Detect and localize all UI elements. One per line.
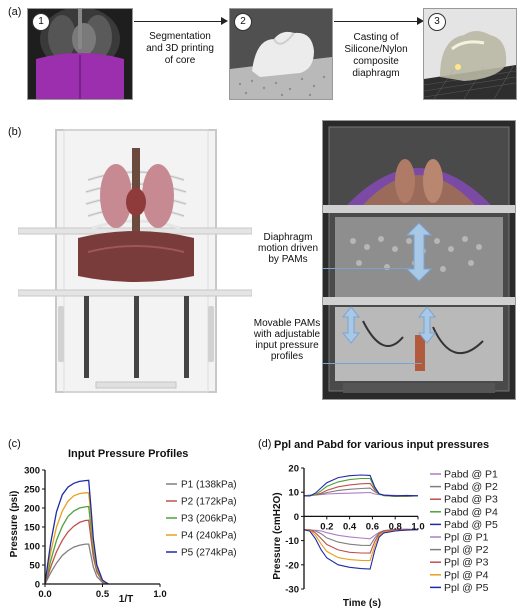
chart-d-ytick-label: -20 <box>285 560 299 571</box>
chart-d-legend-label: Pabd @ P5 <box>444 519 498 531</box>
arrow-2-head <box>417 17 424 25</box>
annotation-diaphragm-motion: Diaphragm motion driven by PAMs <box>257 232 319 265</box>
arrow-1-head <box>221 17 228 25</box>
chart-d-ytick-label: -10 <box>285 536 299 547</box>
chart-c-xtick-label: 0.5 <box>96 589 110 600</box>
chart-c-legend-label: P4 (240kPa) <box>181 531 237 542</box>
chart-c-ytick-label: 50 <box>29 561 40 572</box>
chart-c-legend-label: P2 (172kPa) <box>181 497 237 508</box>
chart-d-series-line-5 <box>303 474 419 497</box>
step-2-badge: 2 <box>234 13 252 31</box>
chart-c-ytick-label: 300 <box>24 466 40 477</box>
chart-c-ytick-label: 200 <box>24 504 40 515</box>
chart-c-xtick-label: 0.0 <box>38 589 51 600</box>
chart-c-series-line-1 <box>44 543 109 585</box>
chart-d-xtick-label: 0.4 <box>343 521 357 532</box>
chart-d-xtick-label: 0.6 <box>366 521 379 532</box>
chart-d-series-line-7 <box>304 528 419 546</box>
chart-d-series-line-10 <box>303 529 419 570</box>
chart-d-legend-label: Pabd @ P1 <box>444 469 498 481</box>
chart-input-pressure-profiles: 0 50 100 150 200 250 300 0.0 0.5 1.0 Pressure (ps… <box>9 466 237 606</box>
simulator-photo <box>322 120 516 400</box>
panel-d-label: (d) <box>258 438 272 450</box>
chart-c-series-line-5 <box>44 479 109 585</box>
chart-c-ytick-label: 100 <box>24 542 40 553</box>
chart-c-ylabel: Pressure (psi) <box>9 491 20 558</box>
annotation-1-leader <box>322 268 410 269</box>
annotation-movable-pams: Movable PAMs with adjustable input press… <box>253 318 321 362</box>
annotation-2-leader <box>322 363 422 364</box>
chart-c-legend-label: P3 (206kPa) <box>181 514 237 525</box>
chart-c-legend-label: P1 (138kPa) <box>181 480 237 491</box>
chart-d-legend-label: Ppl @ P2 <box>444 544 489 556</box>
chart-c-xtick-label: 1.0 <box>153 589 166 600</box>
chart-c-legend-label: P5 (274kPa) <box>181 548 237 559</box>
chart-d-legend-label: Ppl @ P3 <box>444 557 489 569</box>
arrow-2-caption: Casting of Silicone/Nylon composite diap… <box>344 32 408 79</box>
chart-d-legend-label: Ppl @ P5 <box>444 582 489 594</box>
step-3-badge: 3 <box>428 13 446 31</box>
chart-c-ytick-label: 250 <box>24 485 40 496</box>
chart-d-title: Ppl and Pabd for various input pressures <box>274 439 490 451</box>
chart-d-ytick-label: 10 <box>288 488 299 499</box>
step-1-badge: 1 <box>32 13 50 31</box>
cast-diaphragm-image: 3 <box>423 8 517 100</box>
chart-d-ytick-label: 20 <box>288 464 299 475</box>
chart-d-xlabel: Time (s) <box>343 598 381 609</box>
chart-d-ytick-label: -30 <box>285 585 299 596</box>
printed-core-image: 2 <box>229 8 333 100</box>
arrow-2 <box>334 21 418 22</box>
chart-c-ytick-label: 150 <box>24 523 40 534</box>
chart-c-title: Input Pressure Profiles <box>68 448 189 460</box>
chart-c-ytick-label: 0 <box>35 580 40 591</box>
chart-c-series-line-2 <box>44 519 109 585</box>
panel-b-label: (b) <box>8 126 22 138</box>
chart-d-series-line-8 <box>303 529 419 554</box>
arrow-1-caption: Segmentation and 3D printing of core <box>146 31 214 66</box>
chart-d-legend-label: Pabd @ P3 <box>444 494 498 506</box>
chart-d-legend-label: Ppl @ P4 <box>444 569 489 581</box>
panel-c-label: (c) <box>8 438 21 450</box>
chart-ppl-pabd: 20 10 0 -10 -20 -30 0.2 0.4 0.6 0.8 1.0 Pressure (… <box>272 464 498 610</box>
panel-a-label: (a) <box>8 6 22 18</box>
chart-d-ytick-label: 0 <box>294 512 299 523</box>
chart-d-xtick-label: 0.8 <box>389 521 402 532</box>
chart-d-xtick-label: 1.0 <box>411 521 424 532</box>
chart-d-xtick-label: 0.2 <box>320 521 333 532</box>
chart-d-legend-label: Ppl @ P1 <box>444 532 489 544</box>
chart-c-xlabel: 1/T <box>119 594 133 605</box>
simulator-render <box>17 120 253 398</box>
chart-d-legend-label: Pabd @ P2 <box>444 481 498 493</box>
ct-scan-image: 1 <box>27 8 133 100</box>
arrow-1 <box>134 21 222 22</box>
chart-d-legend-label: Pabd @ P4 <box>444 506 498 518</box>
chart-d-ylabel: Pressure (cmH2O) <box>272 492 283 579</box>
